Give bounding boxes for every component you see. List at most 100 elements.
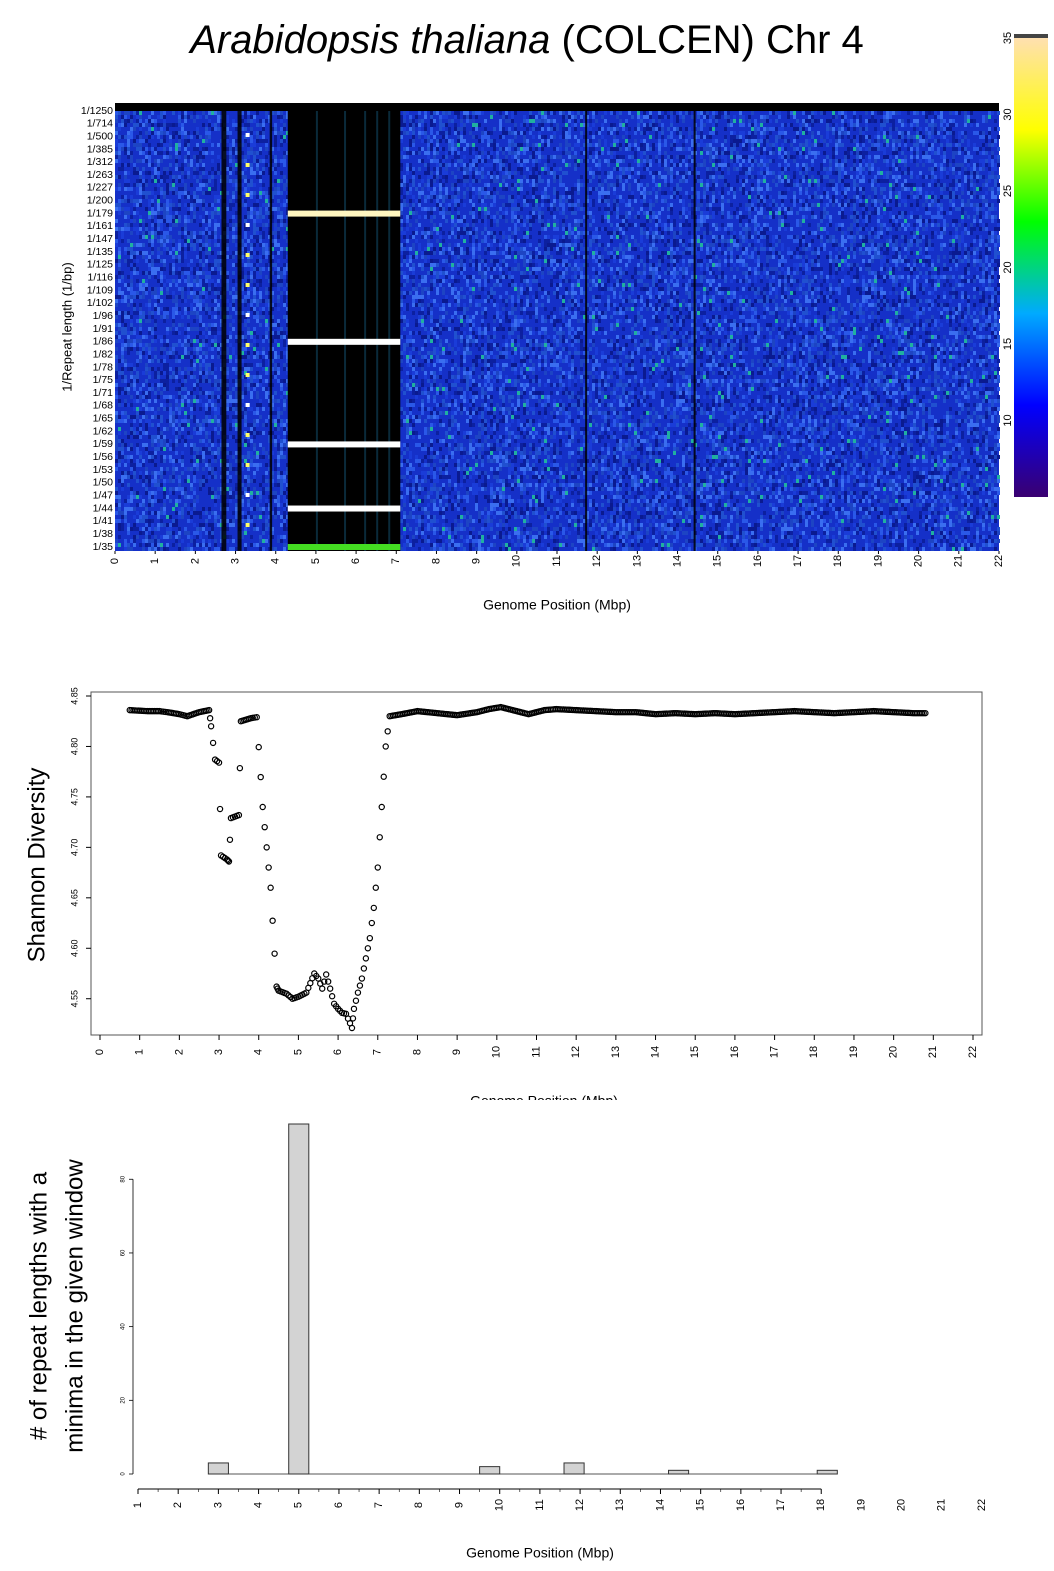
- y-tick-label: 1/200: [87, 195, 113, 207]
- data-point: [216, 805, 224, 813]
- x-tick-label: 11: [551, 555, 563, 566]
- data-point: [322, 971, 330, 978]
- bright-dot: [245, 403, 250, 407]
- bright-dot: [245, 223, 250, 227]
- data-point: [226, 836, 234, 843]
- x-tick-label: 9: [451, 1049, 463, 1055]
- x-tick-label: 1: [132, 1502, 144, 1508]
- x-tick-label: 19: [855, 1499, 867, 1511]
- x-tick-label: 16: [729, 1046, 741, 1058]
- data-point: [362, 955, 370, 962]
- y-tick-label: 1/50: [93, 477, 114, 489]
- bright-dot: [245, 313, 250, 317]
- bar: [288, 1123, 310, 1475]
- x-tick-label: 21: [953, 555, 965, 567]
- x-tick-label: 16: [735, 1499, 747, 1511]
- data-point: [236, 764, 244, 772]
- data-point: [326, 985, 334, 992]
- colorbar-tick-label: 10: [1002, 414, 1014, 426]
- x-tick-label: 12: [591, 555, 603, 567]
- y-tick-label: 1/385: [87, 143, 113, 155]
- y-tick-label: 4.65: [69, 889, 79, 907]
- x-tick-labels: 0 1 2 3 4 5 6 7 8 9 10 11 12 13 14 15 16 17 18 19 20 21 22: [109, 551, 1005, 567]
- bright-band: [287, 441, 401, 448]
- x-tick-label: 20: [888, 1046, 900, 1058]
- x-tick-label: 22: [967, 1046, 979, 1058]
- data-point: [349, 1015, 357, 1022]
- x-ticks: 0 1 2 3 4 5 6 7 8 9 10 11 12 13 14 15 16 17 18 19 20 21 22: [94, 1035, 979, 1058]
- x-tick-label: 16: [752, 555, 764, 567]
- y-ticks: 4.55 4.60 4.65 4.70 4.75 4.80 4.85: [69, 687, 91, 1007]
- data-point: [328, 993, 336, 1000]
- y-tick-label: 1/41: [93, 515, 114, 527]
- bar: [207, 1462, 229, 1475]
- x-tick-label: 19: [848, 1046, 860, 1058]
- x-tick-label: 21: [936, 1499, 948, 1511]
- bright-dot: [245, 373, 250, 377]
- data-point: [382, 743, 389, 750]
- bright-dot: [245, 523, 250, 527]
- x-tick-label: 8: [430, 558, 442, 564]
- x-tick-label: 2: [189, 558, 201, 564]
- y-tick-label: 1/38: [93, 528, 114, 540]
- x-tick-label: 14: [671, 555, 683, 567]
- data-point: [255, 743, 262, 751]
- y-tick-label: 1/56: [93, 451, 114, 463]
- x-tick-label: 18: [815, 1499, 827, 1511]
- y-tick-label: 1/62: [93, 425, 114, 437]
- y-tick-label: 20: [121, 1396, 127, 1403]
- x-tick-label: 19: [872, 555, 884, 567]
- y-tick-label: 1/116: [88, 271, 114, 283]
- y-tick-label: 1/135: [87, 246, 113, 258]
- y-tick-label: 1/227: [87, 182, 113, 194]
- dark-streak: [585, 103, 588, 551]
- diversity-points: [126, 703, 929, 1032]
- y-tick-label: 1/714: [87, 118, 113, 130]
- data-point: [380, 773, 387, 780]
- x-tick-label: 6: [333, 1502, 345, 1508]
- bright-dot: [245, 493, 250, 497]
- y-tick-label: 1/1250: [81, 105, 113, 117]
- centromere-streak: [364, 111, 367, 551]
- x-tick-label: 20: [896, 1499, 908, 1511]
- x-tick-label: 5: [293, 1502, 305, 1508]
- colorbar-tick-label: 20: [1002, 261, 1014, 273]
- bright-band: [287, 505, 401, 512]
- x-tick-label: 3: [212, 1502, 224, 1508]
- x-ticks: 1 2 3 4 5 6 7 8 9 10 11 12 13 14 15 16 17 18 19 20 21 22: [132, 1489, 988, 1511]
- y-axis-title: Shannon Diversity: [23, 768, 50, 963]
- colorbar-tick-label: 15: [1002, 338, 1014, 350]
- data-point: [257, 773, 264, 781]
- y-tick-label: 1/91: [93, 323, 114, 335]
- data-point: [267, 884, 274, 891]
- data-point: [224, 857, 232, 864]
- x-tick-label: 13: [631, 555, 643, 567]
- x-tick-label: 10: [491, 1046, 503, 1058]
- y-tick-label: 1/68: [93, 400, 114, 412]
- x-tick-label: 14: [654, 1499, 666, 1511]
- x-tick-label: 10: [511, 555, 523, 567]
- x-tick-label: 22: [993, 555, 1005, 567]
- x-tick-label: 9: [453, 1502, 465, 1508]
- y-axis-title: 1/Repeat length (1/bp): [59, 262, 74, 391]
- bright-dot: [245, 283, 250, 287]
- y-tick-label: 1/35: [93, 541, 114, 553]
- data-point: [376, 834, 383, 841]
- x-tick-label: 5: [292, 1049, 304, 1055]
- colorbar-tick-label: 30: [1002, 108, 1014, 120]
- x-tick-label: 0: [94, 1049, 106, 1055]
- x-tick-label: 17: [768, 1046, 780, 1058]
- x-tick-label: 18: [808, 1046, 820, 1058]
- data-point: [259, 803, 266, 811]
- data-point: [384, 728, 391, 735]
- data-point: [350, 1005, 358, 1013]
- x-tick-label: 21: [927, 1046, 939, 1058]
- y-tick-labels: 1/12501/7141/5001/3851/3121/2631/2271/20…: [81, 105, 113, 553]
- chart-title-rest: (COLCEN) Chr 4: [550, 18, 864, 62]
- minima-bar-chart: 0 20 40 60 80 # of repeat lengths with a minim…: [25, 1123, 988, 1561]
- x-tick-label: 4: [270, 558, 282, 564]
- x-tick-label: 20: [913, 555, 925, 567]
- centromere-streak: [344, 111, 347, 551]
- colorbar-top-cap: [1014, 34, 1048, 38]
- y-ticks: 0 20 40 60 80: [121, 1175, 133, 1476]
